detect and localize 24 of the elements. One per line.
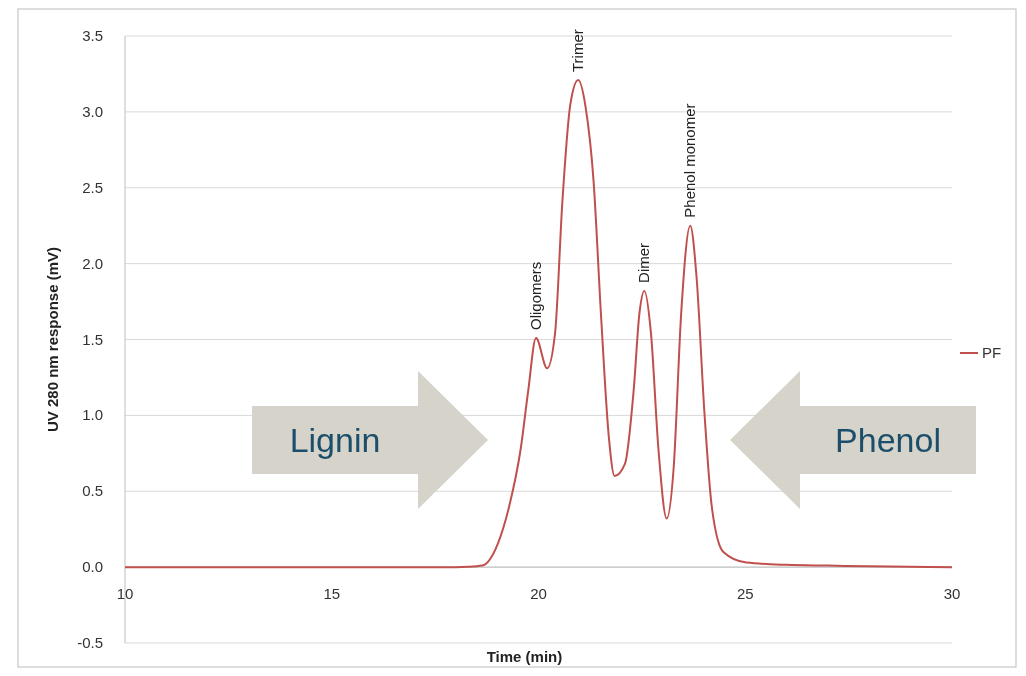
x-tick-label: 20 <box>530 585 547 603</box>
y-tick-label: 0.5 <box>82 482 103 500</box>
annotation: Oligomers <box>527 261 545 330</box>
y-tick-label: 2.5 <box>82 178 103 196</box>
y-tick-label: 3.0 <box>82 102 103 120</box>
y-tick-label: -0.5 <box>77 634 103 651</box>
line-series <box>124 79 953 569</box>
legend-label: PF <box>982 344 1002 361</box>
x-tick-label: 15 <box>323 585 341 603</box>
annotation: Trimer <box>569 29 587 73</box>
annotation: Phenol <box>835 421 941 459</box>
x-tick-label: 30 <box>943 585 961 603</box>
y-tick-label: 1.0 <box>82 406 103 424</box>
annotation: Lignin <box>289 421 381 459</box>
y-axis-title: UV 280 nm response (mV) <box>44 246 61 433</box>
y-tick-label: 2.0 <box>82 254 103 272</box>
x-tick-label: 25 <box>736 585 754 603</box>
y-tick-label: 0.0 <box>82 558 103 576</box>
y-tick-label: 3.5 <box>82 27 103 44</box>
x-tick-label: 10 <box>116 585 134 603</box>
y-tick-label: 1.5 <box>82 330 103 348</box>
x-axis-title: Time (min) <box>486 648 563 665</box>
annotation: Phenol monomer <box>681 103 699 218</box>
annotation: Dimer <box>635 242 653 283</box>
